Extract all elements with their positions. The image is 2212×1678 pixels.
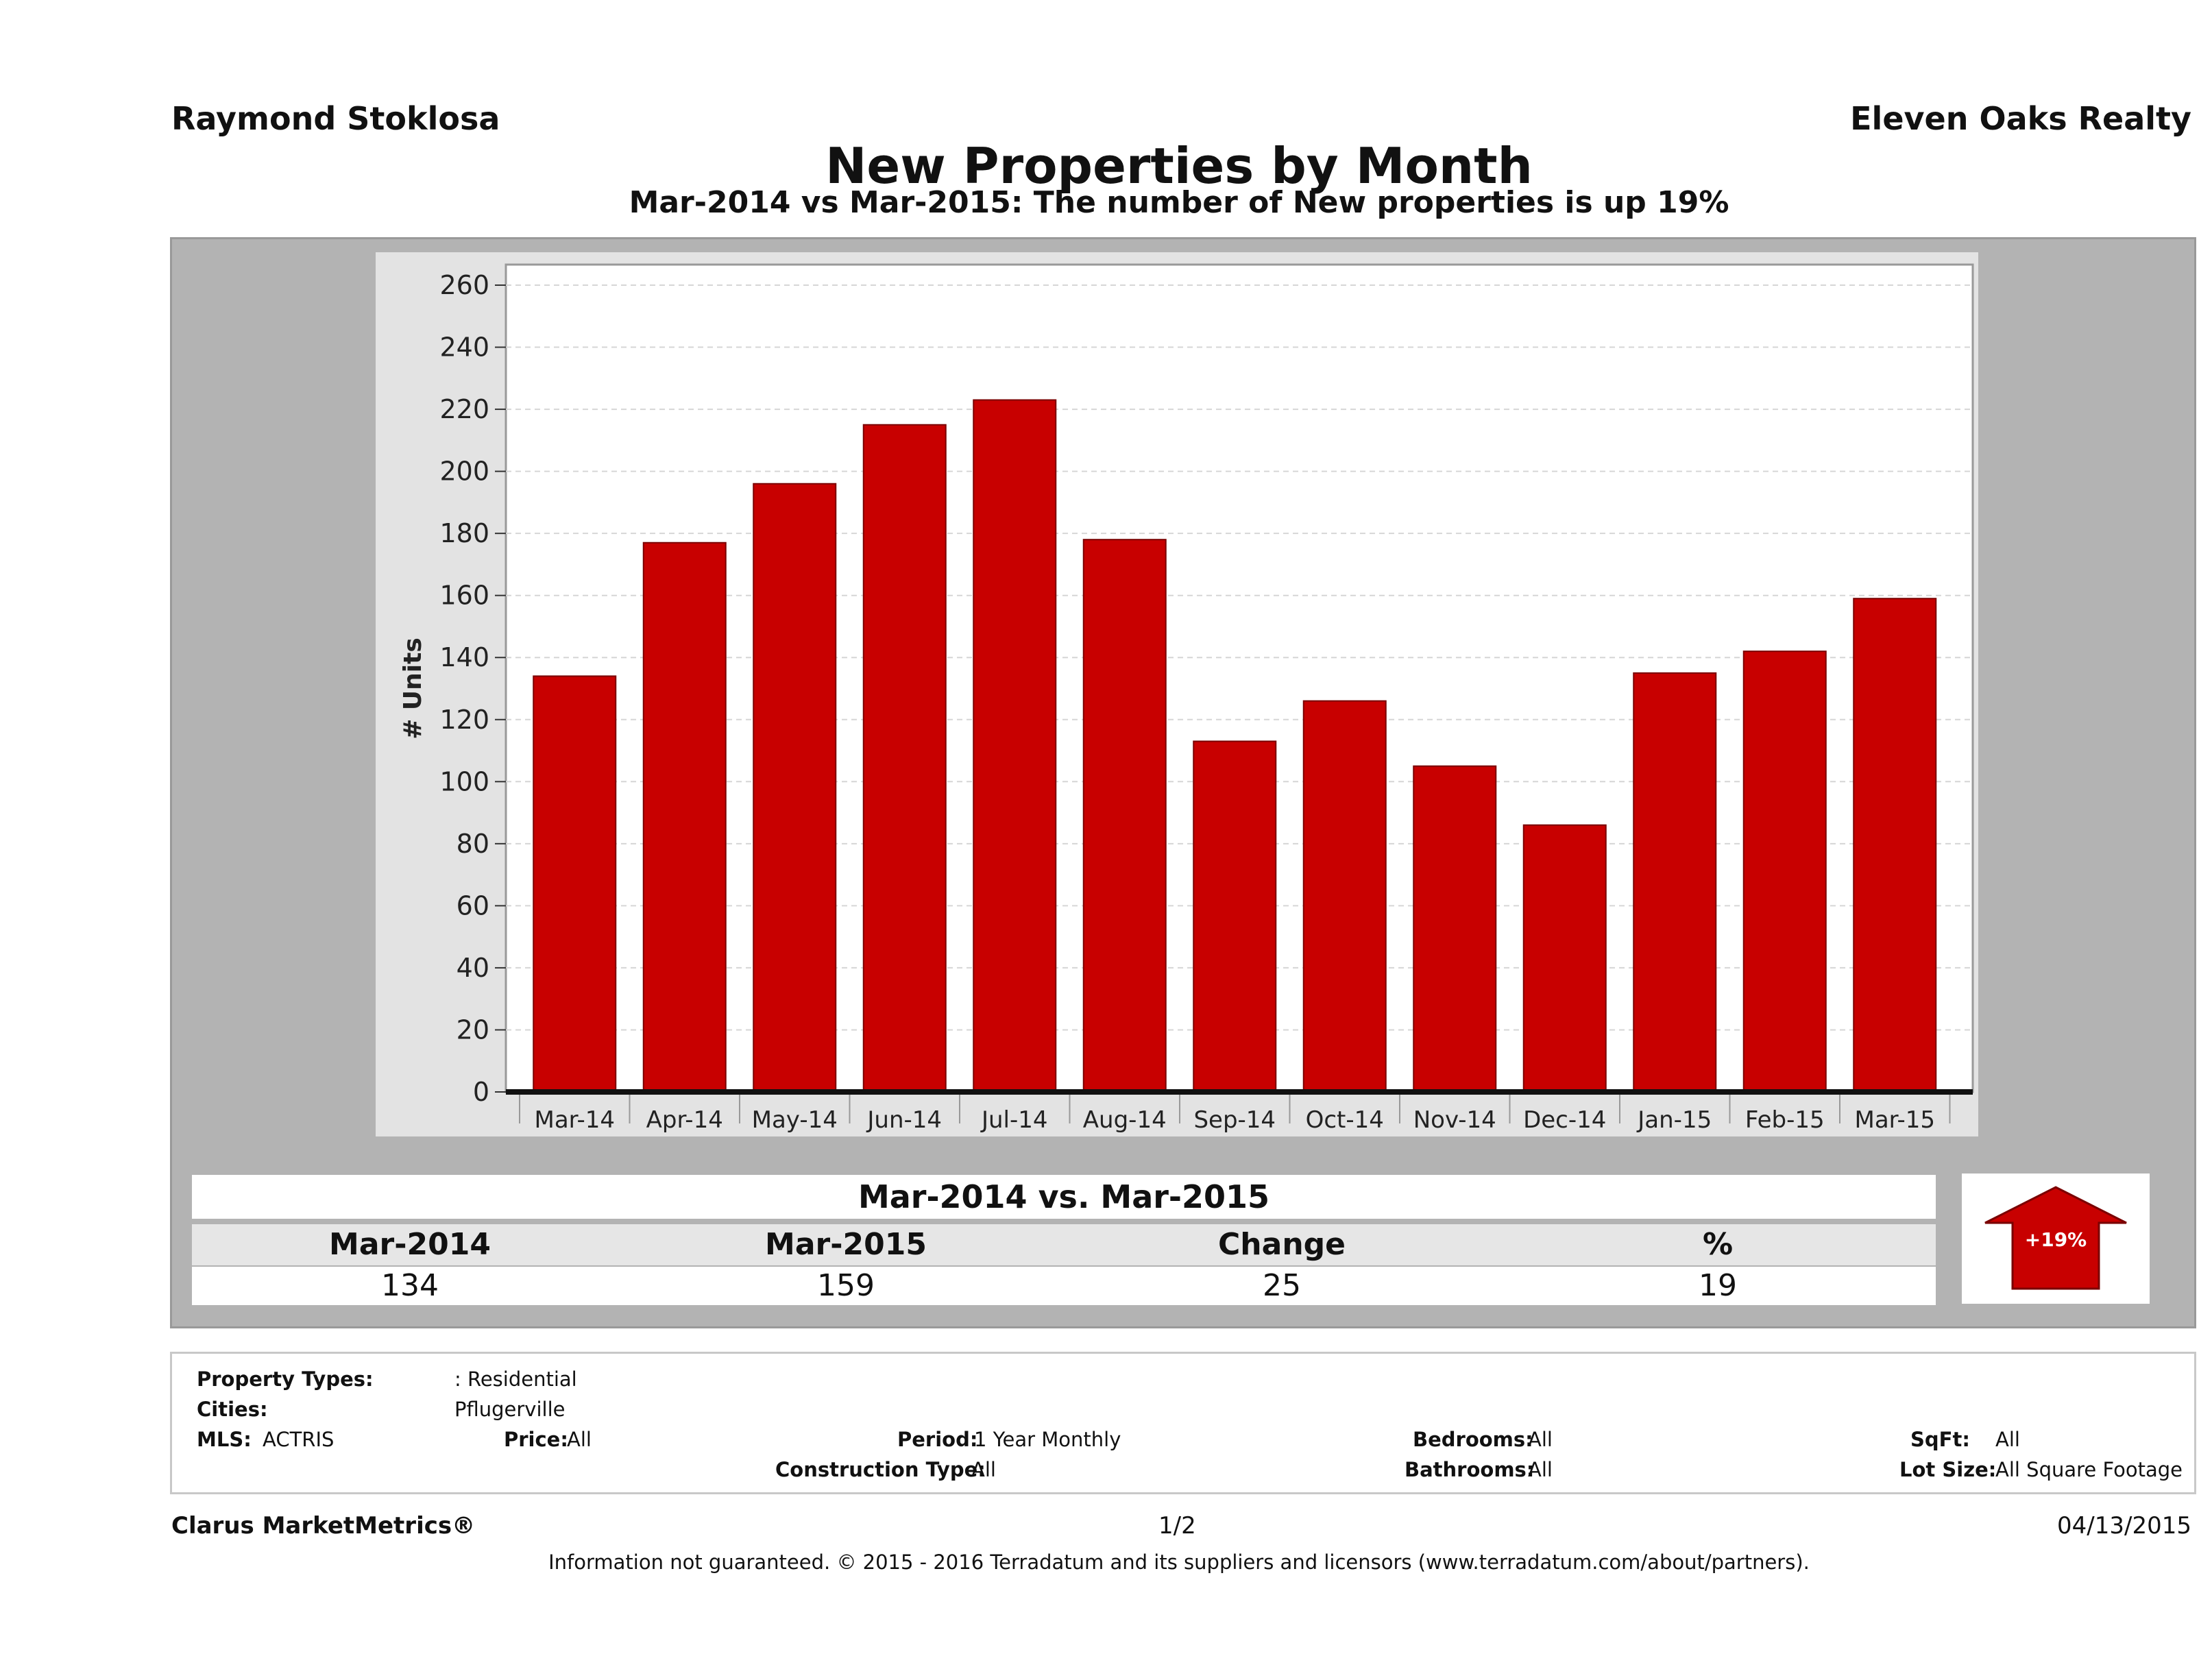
x-tick-label: Feb-15 [1745, 1106, 1825, 1134]
summary-col-mar-2015: Mar-2015 [765, 1227, 927, 1262]
bar [1193, 740, 1277, 1093]
construction-type-value: All [971, 1458, 996, 1481]
cities-label: Cities: [197, 1398, 268, 1421]
bathrooms-label: Bathrooms: [1405, 1458, 1535, 1481]
x-tick-label: Aug-14 [1083, 1106, 1167, 1134]
lot-size-label: Lot Size: [1899, 1458, 1997, 1481]
footer-date: 04/13/2015 [2057, 1512, 2191, 1540]
x-tick-label: Mar-15 [1854, 1106, 1935, 1134]
y-tick-label: 120 [439, 705, 489, 735]
footer-page-number: 1/2 [1158, 1512, 1196, 1540]
x-tick-label: May-14 [752, 1106, 838, 1134]
y-tick-label: 240 [439, 332, 489, 363]
x-tick-label: Jan-15 [1636, 1106, 1712, 1134]
bar [1302, 700, 1387, 1093]
x-tick-label: Nov-14 [1413, 1106, 1496, 1134]
bar [862, 424, 947, 1093]
mls-value: ACTRIS [263, 1428, 335, 1451]
x-tick-label: Apr-14 [646, 1106, 723, 1134]
brokerage-name: Eleven Oaks Realty [1850, 100, 2191, 137]
report-title: New Properties by Month [825, 137, 1533, 195]
summary-col-mar-2014: Mar-2014 [329, 1227, 491, 1262]
construction-type-label: Construction Type: [775, 1458, 986, 1481]
period-label: Period: [897, 1428, 978, 1451]
report-subtitle: Mar-2014 vs Mar-2015: The number of New … [629, 185, 1729, 220]
x-tick-label: Sep-14 [1193, 1106, 1276, 1134]
footer-disclaimer: Information not guaranteed. © 2015 - 201… [548, 1551, 1810, 1574]
bar [642, 542, 727, 1093]
lot-size-value: All Square Footage [1995, 1458, 2183, 1481]
bedrooms-label: Bedrooms: [1413, 1428, 1533, 1451]
bar [1742, 650, 1827, 1093]
y-tick-label: 220 [439, 394, 489, 424]
y-tick-label: 100 [439, 766, 489, 797]
bar [1522, 824, 1607, 1093]
y-tick-label: 60 [457, 890, 489, 921]
y-tick-label: 40 [457, 953, 489, 983]
bar [533, 675, 617, 1093]
cities-value: Pflugerville [454, 1398, 566, 1421]
bar-chart: 0 20 40 60 80 100 120 140 160 180 200 220 240 260 # Un… [399, 263, 1974, 1134]
property-types-value: : Residential [454, 1367, 577, 1391]
price-value: All [567, 1428, 592, 1451]
summary-value-change: 25 [1263, 1268, 1301, 1303]
period-value: 1 Year Monthly [974, 1428, 1121, 1451]
bar [1633, 672, 1717, 1093]
x-tick-label: Dec-14 [1523, 1106, 1606, 1134]
summary-value-mar-2015: 159 [817, 1268, 875, 1303]
bar [1413, 765, 1497, 1093]
change-badge-box: +19% [1962, 1174, 2150, 1304]
bar [973, 399, 1057, 1093]
y-axis-label: # Units [399, 637, 427, 740]
y-tick-label: 80 [457, 829, 489, 859]
sqft-value: All [1995, 1428, 2020, 1451]
x-tick-label: Jun-14 [866, 1106, 942, 1134]
bar [753, 483, 837, 1093]
property-types-label: Property Types: [197, 1367, 374, 1391]
summary-heading: Mar-2014 vs. Mar-2015 [192, 1175, 1936, 1219]
x-tick-label: Oct-14 [1306, 1106, 1384, 1134]
y-tick-label: 180 [439, 518, 489, 548]
y-tick-label: 20 [457, 1014, 489, 1045]
y-tick-label: 140 [439, 642, 489, 672]
y-tick-label: 260 [439, 270, 489, 300]
summary-value-percent: 19 [1699, 1268, 1737, 1303]
summary-col-percent: % [1702, 1227, 1734, 1262]
bar [1853, 598, 1937, 1093]
mls-label: MLS: [197, 1428, 252, 1451]
bedrooms-value: All [1528, 1428, 1553, 1451]
agent-name: Raymond Stoklosa [171, 100, 500, 137]
bathrooms-value: All [1528, 1458, 1553, 1481]
change-badge-text: +19% [2025, 1228, 2087, 1251]
x-tick-label: Jul-14 [980, 1106, 1048, 1134]
summary-column-headers: Mar-2014 Mar-2015 Change % [192, 1224, 1936, 1265]
x-tick-label: Mar-14 [534, 1106, 615, 1134]
summary-value-mar-2014: 134 [381, 1268, 439, 1303]
up-arrow-icon: +19% [1984, 1186, 2127, 1290]
price-label: Price: [504, 1428, 568, 1451]
y-tick-label: 160 [439, 581, 489, 611]
sqft-label: SqFt: [1910, 1428, 1970, 1451]
filter-panel: Property Types: : Residential Cities: Pf… [170, 1352, 2196, 1494]
summary-col-change: Change [1218, 1227, 1346, 1262]
bar [1082, 539, 1167, 1093]
summary-values: 134 159 25 19 [192, 1267, 1936, 1305]
y-tick-label: 0 [473, 1077, 489, 1107]
footer-brand: Clarus MarketMetrics® [171, 1512, 476, 1540]
y-tick-label: 200 [439, 457, 489, 487]
